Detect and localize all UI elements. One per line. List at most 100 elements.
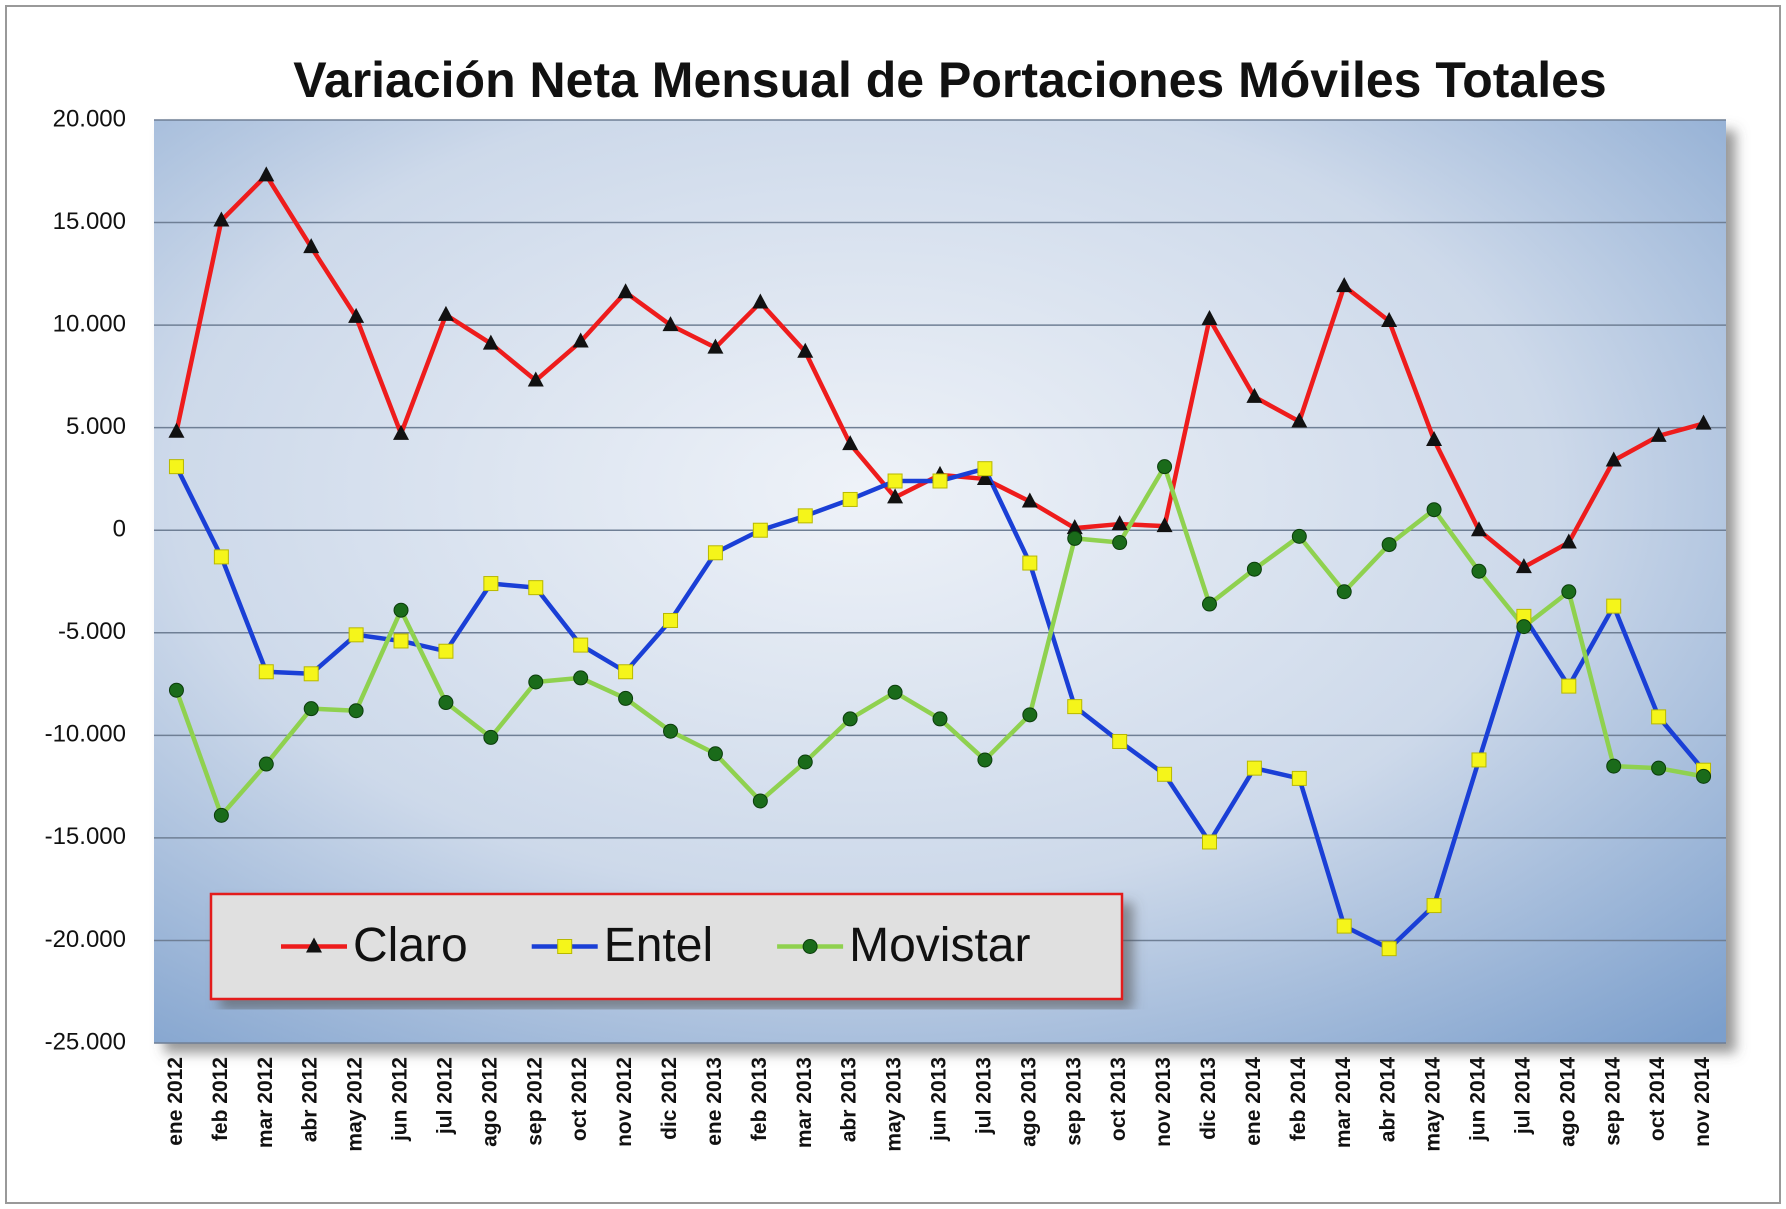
data-point — [1381, 312, 1398, 328]
data-point — [887, 684, 903, 700]
data-point — [1606, 758, 1622, 774]
data-point — [1515, 558, 1532, 574]
x-tick-label: dic 2013 — [1197, 1057, 1220, 1140]
data-point — [977, 752, 993, 768]
data-point — [618, 664, 634, 680]
x-tick-label: jun 2012 — [389, 1057, 412, 1142]
data-point — [1471, 752, 1487, 768]
x-tick-label: may 2014 — [1422, 1057, 1445, 1152]
data-point — [1246, 387, 1263, 403]
legend-label: Entel — [604, 919, 713, 972]
data-point — [842, 491, 858, 507]
data-point — [258, 664, 274, 680]
data-point — [483, 729, 499, 745]
y-tick-label: -20.000 — [45, 926, 126, 953]
x-tick-label: jul 2014 — [1511, 1057, 1534, 1135]
data-point — [1201, 309, 1218, 325]
data-point — [528, 580, 544, 596]
x-tick-label: jul 2013 — [972, 1057, 995, 1135]
x-tick-label: abr 2013 — [838, 1057, 861, 1142]
data-point — [1021, 492, 1038, 508]
x-tick-label: feb 2012 — [209, 1057, 232, 1141]
data-point — [1605, 451, 1622, 467]
x-tick-label: mar 2012 — [254, 1057, 277, 1148]
x-tick-label: jun 2014 — [1467, 1057, 1490, 1142]
x-tick-label: oct 2012 — [568, 1057, 591, 1141]
data-point — [1066, 519, 1083, 535]
data-point — [1067, 530, 1083, 546]
chart-title: Variación Neta Mensual de Portaciones Mó… — [293, 52, 1606, 108]
x-tick-label: ene 2013 — [703, 1057, 726, 1146]
data-point — [1246, 760, 1262, 776]
data-point — [1426, 898, 1442, 914]
x-tick-label: nov 2014 — [1691, 1057, 1714, 1147]
y-tick-label: 5.000 — [66, 413, 126, 440]
data-point — [1111, 515, 1128, 531]
data-point — [303, 701, 319, 717]
data-point — [1156, 517, 1173, 533]
x-tick-label: abr 2012 — [299, 1057, 322, 1142]
data-point — [168, 682, 184, 698]
data-point — [1112, 535, 1128, 551]
data-point — [663, 723, 679, 739]
data-point — [1022, 707, 1038, 723]
legend-label: Claro — [353, 919, 468, 972]
data-point — [797, 754, 813, 770]
legend-label: Movistar — [849, 919, 1030, 972]
data-point — [887, 473, 903, 489]
data-point — [932, 711, 948, 727]
data-point — [932, 473, 948, 489]
y-tick-label: -25.000 — [45, 1028, 126, 1055]
x-tick-label: jun 2013 — [928, 1057, 951, 1142]
data-point — [1157, 766, 1173, 782]
x-tick-label: jul 2012 — [433, 1057, 456, 1135]
data-point — [797, 508, 813, 524]
data-point — [258, 756, 274, 772]
data-point — [752, 522, 768, 538]
data-point — [348, 307, 365, 323]
data-point — [393, 424, 410, 440]
data-point — [1336, 918, 1352, 934]
legend-marker — [306, 937, 322, 953]
data-point — [1381, 941, 1397, 957]
data-point — [752, 793, 768, 809]
data-point — [1471, 563, 1487, 579]
x-tick-label: ene 2014 — [1242, 1057, 1265, 1146]
data-point — [1201, 596, 1217, 612]
data-point — [573, 670, 589, 686]
data-point — [1336, 277, 1353, 293]
x-tick-label: feb 2014 — [1287, 1057, 1310, 1141]
x-tick-label: sep 2013 — [1062, 1057, 1085, 1146]
data-point — [303, 238, 320, 254]
data-point — [1561, 678, 1577, 694]
plot-area — [154, 120, 1726, 1043]
data-point — [573, 637, 589, 653]
legend: Claro Entel Movistar — [209, 892, 1124, 1001]
data-point — [663, 612, 679, 628]
x-tick-label: dic 2012 — [658, 1057, 681, 1140]
data-point — [528, 674, 544, 690]
data-point — [1426, 430, 1443, 446]
data-point — [1336, 584, 1352, 600]
y-tick-label: 20.000 — [53, 105, 126, 132]
x-tick-label: sep 2012 — [523, 1057, 546, 1146]
data-point — [1246, 561, 1262, 577]
legend-box — [209, 892, 1124, 1001]
x-tick-label: nov 2012 — [613, 1057, 636, 1147]
data-point — [1651, 709, 1667, 725]
data-point — [483, 576, 499, 592]
data-point — [1201, 834, 1217, 850]
data-point — [1470, 521, 1487, 537]
y-tick-label: -5.000 — [58, 618, 126, 645]
data-point — [1426, 502, 1442, 518]
y-tick-label: 0 — [113, 516, 126, 543]
data-point — [1067, 699, 1083, 715]
x-tick-label: may 2012 — [344, 1057, 367, 1152]
data-point — [437, 305, 454, 321]
data-point — [348, 627, 364, 643]
data-point — [1516, 619, 1532, 635]
x-tick-label: may 2013 — [883, 1057, 906, 1152]
data-point — [618, 690, 634, 706]
data-point — [348, 703, 364, 719]
x-tick-label: ago 2012 — [478, 1057, 501, 1147]
